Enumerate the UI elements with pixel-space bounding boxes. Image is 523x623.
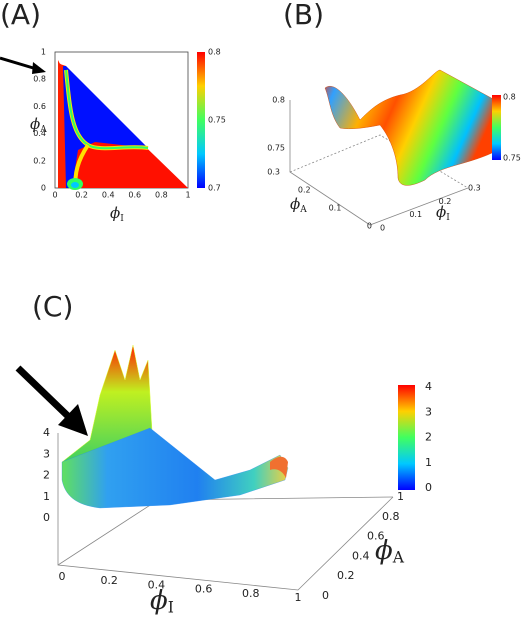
panel-a: (A)	[0, 0, 205, 190]
z-tick-label: 3	[43, 447, 50, 460]
colorbar-tick-label: 2	[425, 431, 432, 444]
x-tick-label: 0.6	[128, 191, 141, 200]
axis-symbol: ϕ	[110, 204, 120, 222]
axis-label: ϕA	[290, 195, 307, 214]
surface	[324, 69, 499, 186]
colorbar-tick-label: 0.8	[208, 48, 221, 57]
z-tick-label: 0.8	[272, 96, 285, 105]
z-tick-label: 0.75	[267, 144, 285, 153]
heatmap-blue	[63, 66, 148, 188]
x-tick-label: 0.2	[439, 197, 452, 206]
panel-b: (B)	[283, 0, 501, 226]
colorbar-tick-label: 1	[425, 456, 432, 469]
x-tick-label: 0.2	[100, 574, 118, 587]
x-tick-label: 0.4	[148, 578, 166, 591]
y-tick-label: 0.6	[33, 102, 46, 111]
y-tick-label: 0.3	[267, 168, 280, 177]
y-tick-label: 0.8	[382, 510, 400, 523]
panel-label: (B)	[283, 0, 324, 31]
z-tick-label: 2	[43, 469, 50, 482]
x-tick-label: 0.8	[242, 587, 260, 600]
y-tick-label: 1	[41, 48, 46, 57]
y-tick-label: 0.8	[33, 75, 46, 84]
y-tick-label: 0.1	[329, 204, 342, 213]
colorbar	[197, 52, 205, 188]
colorbar-tick-label: 0.8	[503, 93, 516, 102]
y-tick-label: 0.4	[33, 129, 46, 138]
x-tick-label: 0	[59, 570, 66, 583]
surface	[61, 427, 289, 509]
axis-subscript: A	[392, 549, 405, 567]
axis-symbol: ϕ	[290, 195, 300, 213]
axis-subscript: I	[446, 212, 450, 222]
y-tick-label: 0	[41, 184, 46, 193]
y-tick-label: 0	[322, 589, 329, 602]
x-tick-label: 0.1	[409, 210, 422, 219]
panel-c: (C)	[15, 290, 415, 591]
axis-subscript: A	[39, 124, 47, 134]
axis-label: ϕI	[436, 203, 450, 222]
axis-symbol: ϕ	[436, 203, 446, 221]
y-tick-label: 0.2	[298, 186, 311, 195]
x-tick-label: 1	[295, 591, 302, 604]
colorbar-tick-label: 0	[425, 481, 432, 494]
z-tick-label: 1	[43, 490, 50, 503]
axis-symbol: ϕ	[150, 586, 168, 616]
x-tick-label: 1	[185, 191, 190, 200]
colorbar	[398, 385, 415, 490]
colorbar-tick-label: 3	[425, 405, 432, 418]
x-tick-label: 0	[52, 191, 57, 200]
axis-label: ϕI	[110, 204, 124, 223]
z-tick-label: 4	[43, 426, 50, 439]
arrow	[32, 62, 46, 74]
panel-label: (C)	[32, 290, 73, 323]
x-tick-label: 0.8	[155, 191, 168, 200]
x-tick-label: 0.4	[102, 191, 115, 200]
axis-symbol: ϕ	[375, 536, 393, 566]
axis-subscript: I	[120, 213, 124, 223]
y-tick-label: 0.2	[33, 156, 46, 165]
arrow	[58, 404, 88, 436]
y-tick-label: 0	[367, 222, 372, 231]
z-tick-label: 0	[43, 511, 50, 524]
axis-subscript: A	[299, 204, 307, 214]
colorbar	[492, 95, 501, 160]
x-tick-label: 0.2	[75, 191, 88, 200]
y-tick-label: 1	[397, 490, 404, 503]
panel-label: (A)	[0, 0, 41, 31]
colorbar-tick-label: 0.75	[208, 116, 226, 125]
y-tick-label: 0.2	[337, 569, 355, 582]
y-tick-label: 0.4	[352, 549, 370, 562]
colorbar-tick-label: 4	[425, 380, 432, 393]
y-tick-label: 0.6	[367, 530, 385, 543]
x-tick-label: 0.3	[468, 184, 481, 193]
axis-symbol: ϕ	[30, 115, 40, 133]
axis-subscript: I	[168, 599, 174, 617]
x-tick-label: 0	[380, 224, 385, 233]
colorbar-tick-label: 0.7	[208, 184, 221, 193]
axis-label: ϕI	[150, 586, 174, 617]
colorbar-tick-label: 0.75	[503, 154, 521, 163]
axis-label: ϕA	[30, 115, 47, 134]
axis-label: ϕA	[375, 536, 405, 567]
x-tick-label: 0.6	[195, 583, 213, 596]
